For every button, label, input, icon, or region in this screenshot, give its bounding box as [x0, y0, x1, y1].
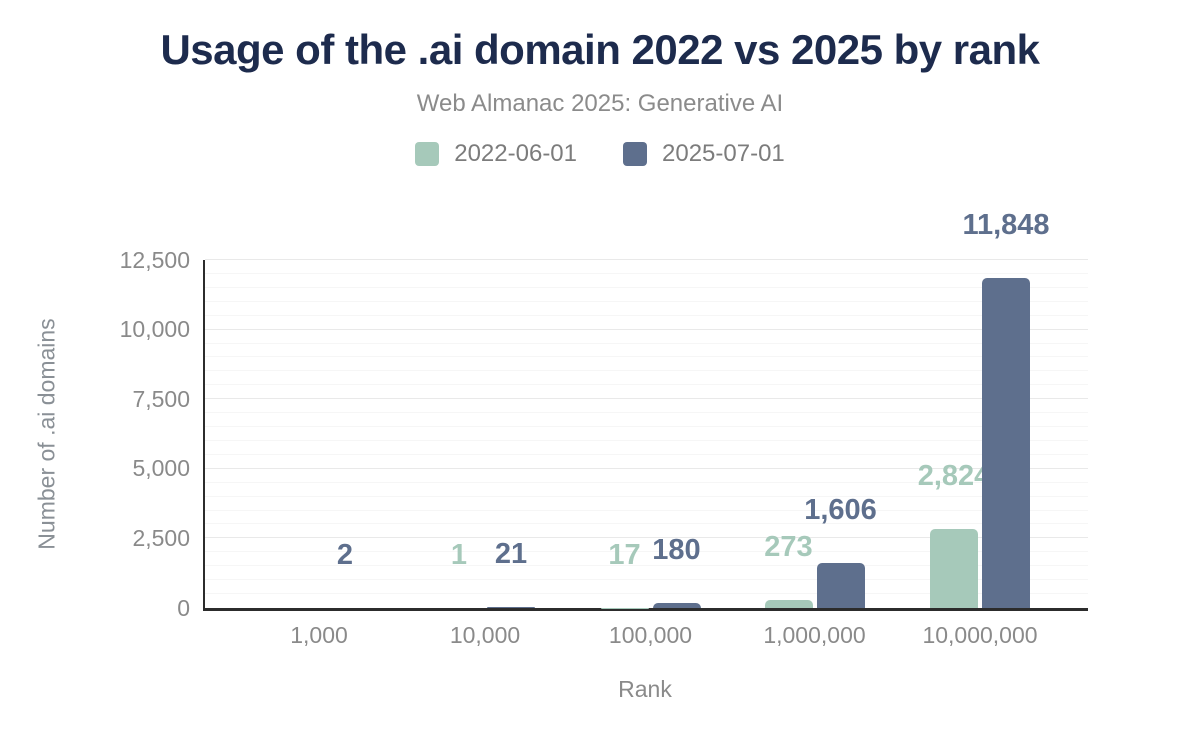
legend: 2022-06-01 2025-07-01 — [0, 140, 1200, 168]
x-axis-title: Rank — [618, 676, 672, 702]
gridline — [205, 328, 1088, 330]
y-axis-tick-label: 7,500 — [132, 385, 190, 412]
bar-value-label: 11,848 — [962, 209, 1050, 242]
legend-swatch-2025-icon — [623, 142, 647, 166]
gridline — [205, 565, 1088, 567]
gridline — [205, 523, 1088, 525]
x-axis-tick-label: 100,000 — [608, 622, 693, 648]
x-axis-tick-label: 1,000 — [290, 622, 348, 648]
chart-title: Usage of the .ai domain 2022 vs 2025 by … — [160, 26, 1040, 73]
bar-value-label: 1,606 — [804, 494, 877, 527]
legend-label-2025: 2025-07-01 — [662, 140, 785, 167]
gridline — [205, 370, 1088, 372]
y-axis-tick-label: 12,500 — [119, 246, 190, 273]
gridline — [205, 314, 1088, 316]
legend-swatch-2022-icon — [415, 142, 440, 166]
x-axis-tick-label: 10,000,000 — [922, 622, 1038, 648]
bar-2022-06-01-rank-10000000 — [930, 529, 978, 608]
gridline — [205, 300, 1088, 302]
plot-area: 0 2,500 5,000 7,500 10,000 12,500 1,000 10,000 1… — [120, 209, 1088, 648]
bar-2025-07-01-rank-10000000 — [982, 278, 1030, 608]
x-axis-tick-label: 10,000 — [449, 622, 521, 648]
legend-item-2025: 2025-07-01 — [623, 140, 785, 168]
y-axis-title: Number of .ai domains — [33, 318, 60, 550]
bar-2025-07-01-rank-100000 — [652, 603, 701, 608]
gridline — [205, 551, 1088, 553]
bar-value-label: 180 — [652, 534, 701, 566]
bar-2025-07-01-rank-1000000 — [816, 563, 865, 608]
y-axis-tick-label: 0 — [177, 594, 190, 621]
gridline — [205, 579, 1088, 581]
bar-value-label: 2,824 — [917, 460, 991, 493]
y-axis-tick-label: 5,000 — [132, 455, 190, 482]
gridline — [205, 439, 1088, 441]
gridline — [205, 537, 1088, 539]
gridline — [205, 481, 1088, 483]
gridline — [205, 342, 1088, 344]
bar-value-label: 1 — [450, 538, 468, 571]
y-axis-tick-label: 2,500 — [132, 524, 190, 551]
gridline — [205, 453, 1088, 455]
gridline — [205, 467, 1088, 469]
bar-2025-07-01-rank-10000 — [487, 607, 535, 608]
chart-subtitle: Web Almanac 2025: Generative AI — [416, 90, 784, 117]
gridline — [205, 398, 1088, 400]
gridline — [205, 509, 1088, 511]
bar-2022-06-01-rank-1000000 — [764, 600, 813, 608]
legend-item-2022: 2022-06-01 — [415, 140, 577, 168]
gridline — [205, 286, 1088, 288]
gridline — [205, 495, 1088, 497]
gridline — [205, 272, 1088, 274]
gridline — [205, 593, 1088, 595]
bar-value-label: 17 — [608, 538, 641, 571]
bar-value-label: 2 — [336, 538, 354, 571]
x-axis-tick-label: 1,000,000 — [763, 622, 866, 648]
gridline — [205, 384, 1088, 386]
legend-label-2022: 2022-06-01 — [454, 140, 577, 167]
gridline — [205, 412, 1088, 414]
y-axis-tick-label: 10,000 — [119, 316, 190, 343]
gridline — [205, 426, 1088, 428]
gridline — [205, 356, 1088, 358]
gridline — [205, 259, 1088, 260]
bar-value-label: 21 — [494, 538, 528, 571]
bar-value-label: 273 — [764, 531, 813, 564]
